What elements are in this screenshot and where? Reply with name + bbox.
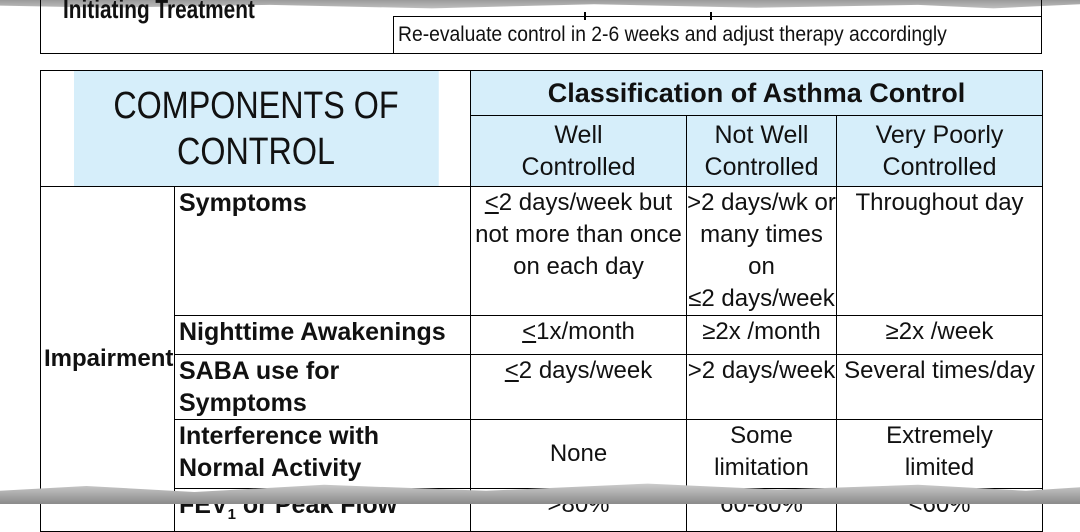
notwell-line1: Not Well bbox=[714, 121, 809, 149]
symptoms-well-line2: not more than once bbox=[475, 221, 682, 248]
very-poorly-controlled-header: Very Poorly Controlled bbox=[836, 115, 1043, 187]
nighttime-notwell: ≥2x /month bbox=[686, 315, 837, 355]
nighttime-row: Nighttime Awakenings <1x/month ≥2x /mont… bbox=[41, 315, 1043, 355]
torn-paper-top-edge bbox=[0, 0, 1080, 9]
symptoms-notwell-line3: ≤2 days/week bbox=[688, 285, 835, 312]
symptoms-verypoor: Throughout day bbox=[836, 186, 1043, 316]
asthma-control-table: COMPONENTS OF CONTROL Classification of … bbox=[40, 70, 1043, 532]
symptoms-well-line1: 2 days/week but bbox=[498, 189, 673, 216]
header-row-2: Well Controlled Not Well Controlled Very… bbox=[41, 115, 1043, 187]
components-line2: CONTROL bbox=[176, 130, 335, 173]
saba-label: SABA use for Symptoms bbox=[174, 354, 471, 420]
interference-row: Interference with Normal Activity None S… bbox=[41, 419, 1043, 489]
verypoor-line2: Controlled bbox=[882, 153, 997, 181]
less-equal-symbol: < bbox=[522, 318, 537, 345]
torn-paper-bottom-edge bbox=[0, 483, 1080, 504]
reevaluate-text: Re-evaluate control in 2-6 weeks and adj… bbox=[398, 23, 947, 46]
initiating-treatment-label: Initiating Treatment bbox=[63, 0, 255, 24]
reevaluate-cell: Re-evaluate control in 2-6 weeks and adj… bbox=[393, 16, 1041, 53]
previous-table-fragment: Initiating Treatment Re-evaluate control… bbox=[40, 0, 1042, 54]
well-controlled-header: Well Controlled bbox=[470, 115, 687, 187]
interference-label-line2: Normal Activity bbox=[179, 454, 362, 482]
interference-label: Interference with Normal Activity bbox=[174, 419, 471, 489]
symptoms-well-line3: on each day bbox=[513, 253, 644, 280]
well-line2: Controlled bbox=[521, 153, 636, 181]
interference-notwell: Some limitation bbox=[686, 419, 837, 489]
impairment-label: Impairment bbox=[40, 186, 175, 532]
nighttime-verypoor: ≥2x /week bbox=[836, 315, 1043, 355]
symptoms-notwell: >2 days/wk or many times on ≤2 days/week bbox=[686, 186, 837, 316]
saba-well-value: 2 days/week bbox=[518, 357, 653, 384]
saba-row: SABA use for Symptoms <2 days/week >2 da… bbox=[41, 354, 1043, 420]
interference-well: None bbox=[470, 419, 687, 489]
interference-verypoor: Extremely limited bbox=[836, 419, 1043, 489]
symptoms-label: Symptoms bbox=[174, 186, 471, 316]
symptoms-well: <2 days/week but not more than once on e… bbox=[470, 186, 687, 316]
symptoms-row: Impairment Symptoms <2 days/week but not… bbox=[40, 186, 1043, 532]
fev-label-sub: 1 bbox=[227, 506, 236, 523]
classification-header: Classification of Asthma Control bbox=[470, 70, 1043, 116]
components-line1: COMPONENTS OF bbox=[112, 84, 399, 127]
notwell-line2: Controlled bbox=[704, 153, 819, 181]
verypoor-line1: Very Poorly bbox=[875, 121, 1004, 149]
nighttime-well-value: 1x/month bbox=[536, 318, 635, 345]
less-equal-symbol: < bbox=[504, 357, 519, 384]
symptoms-notwell-line1: >2 days/wk or bbox=[687, 189, 836, 216]
not-well-controlled-header: Not Well Controlled bbox=[686, 115, 837, 187]
saba-verypoor: Several times/day bbox=[836, 354, 1043, 420]
interference-verypoor-line2: limited bbox=[904, 454, 975, 481]
saba-notwell: >2 days/week bbox=[686, 354, 837, 420]
interference-label-line1: Interference with bbox=[179, 422, 380, 450]
less-equal-symbol: < bbox=[484, 189, 499, 216]
header-row-1: COMPONENTS OF CONTROL Classification of … bbox=[41, 70, 1043, 187]
interference-verypoor-line1: Extremely bbox=[886, 422, 993, 449]
well-line1: Well bbox=[554, 121, 603, 149]
components-of-control-header: COMPONENTS OF CONTROL bbox=[72, 70, 439, 187]
nighttime-label: Nighttime Awakenings bbox=[174, 315, 471, 355]
interference-notwell-line1: Some bbox=[730, 422, 793, 449]
symptoms-notwell-line2: many times on bbox=[700, 221, 823, 280]
saba-well: <2 days/week bbox=[470, 354, 687, 420]
interference-notwell-line2: limitation bbox=[714, 454, 809, 481]
nighttime-well: <1x/month bbox=[470, 315, 687, 355]
